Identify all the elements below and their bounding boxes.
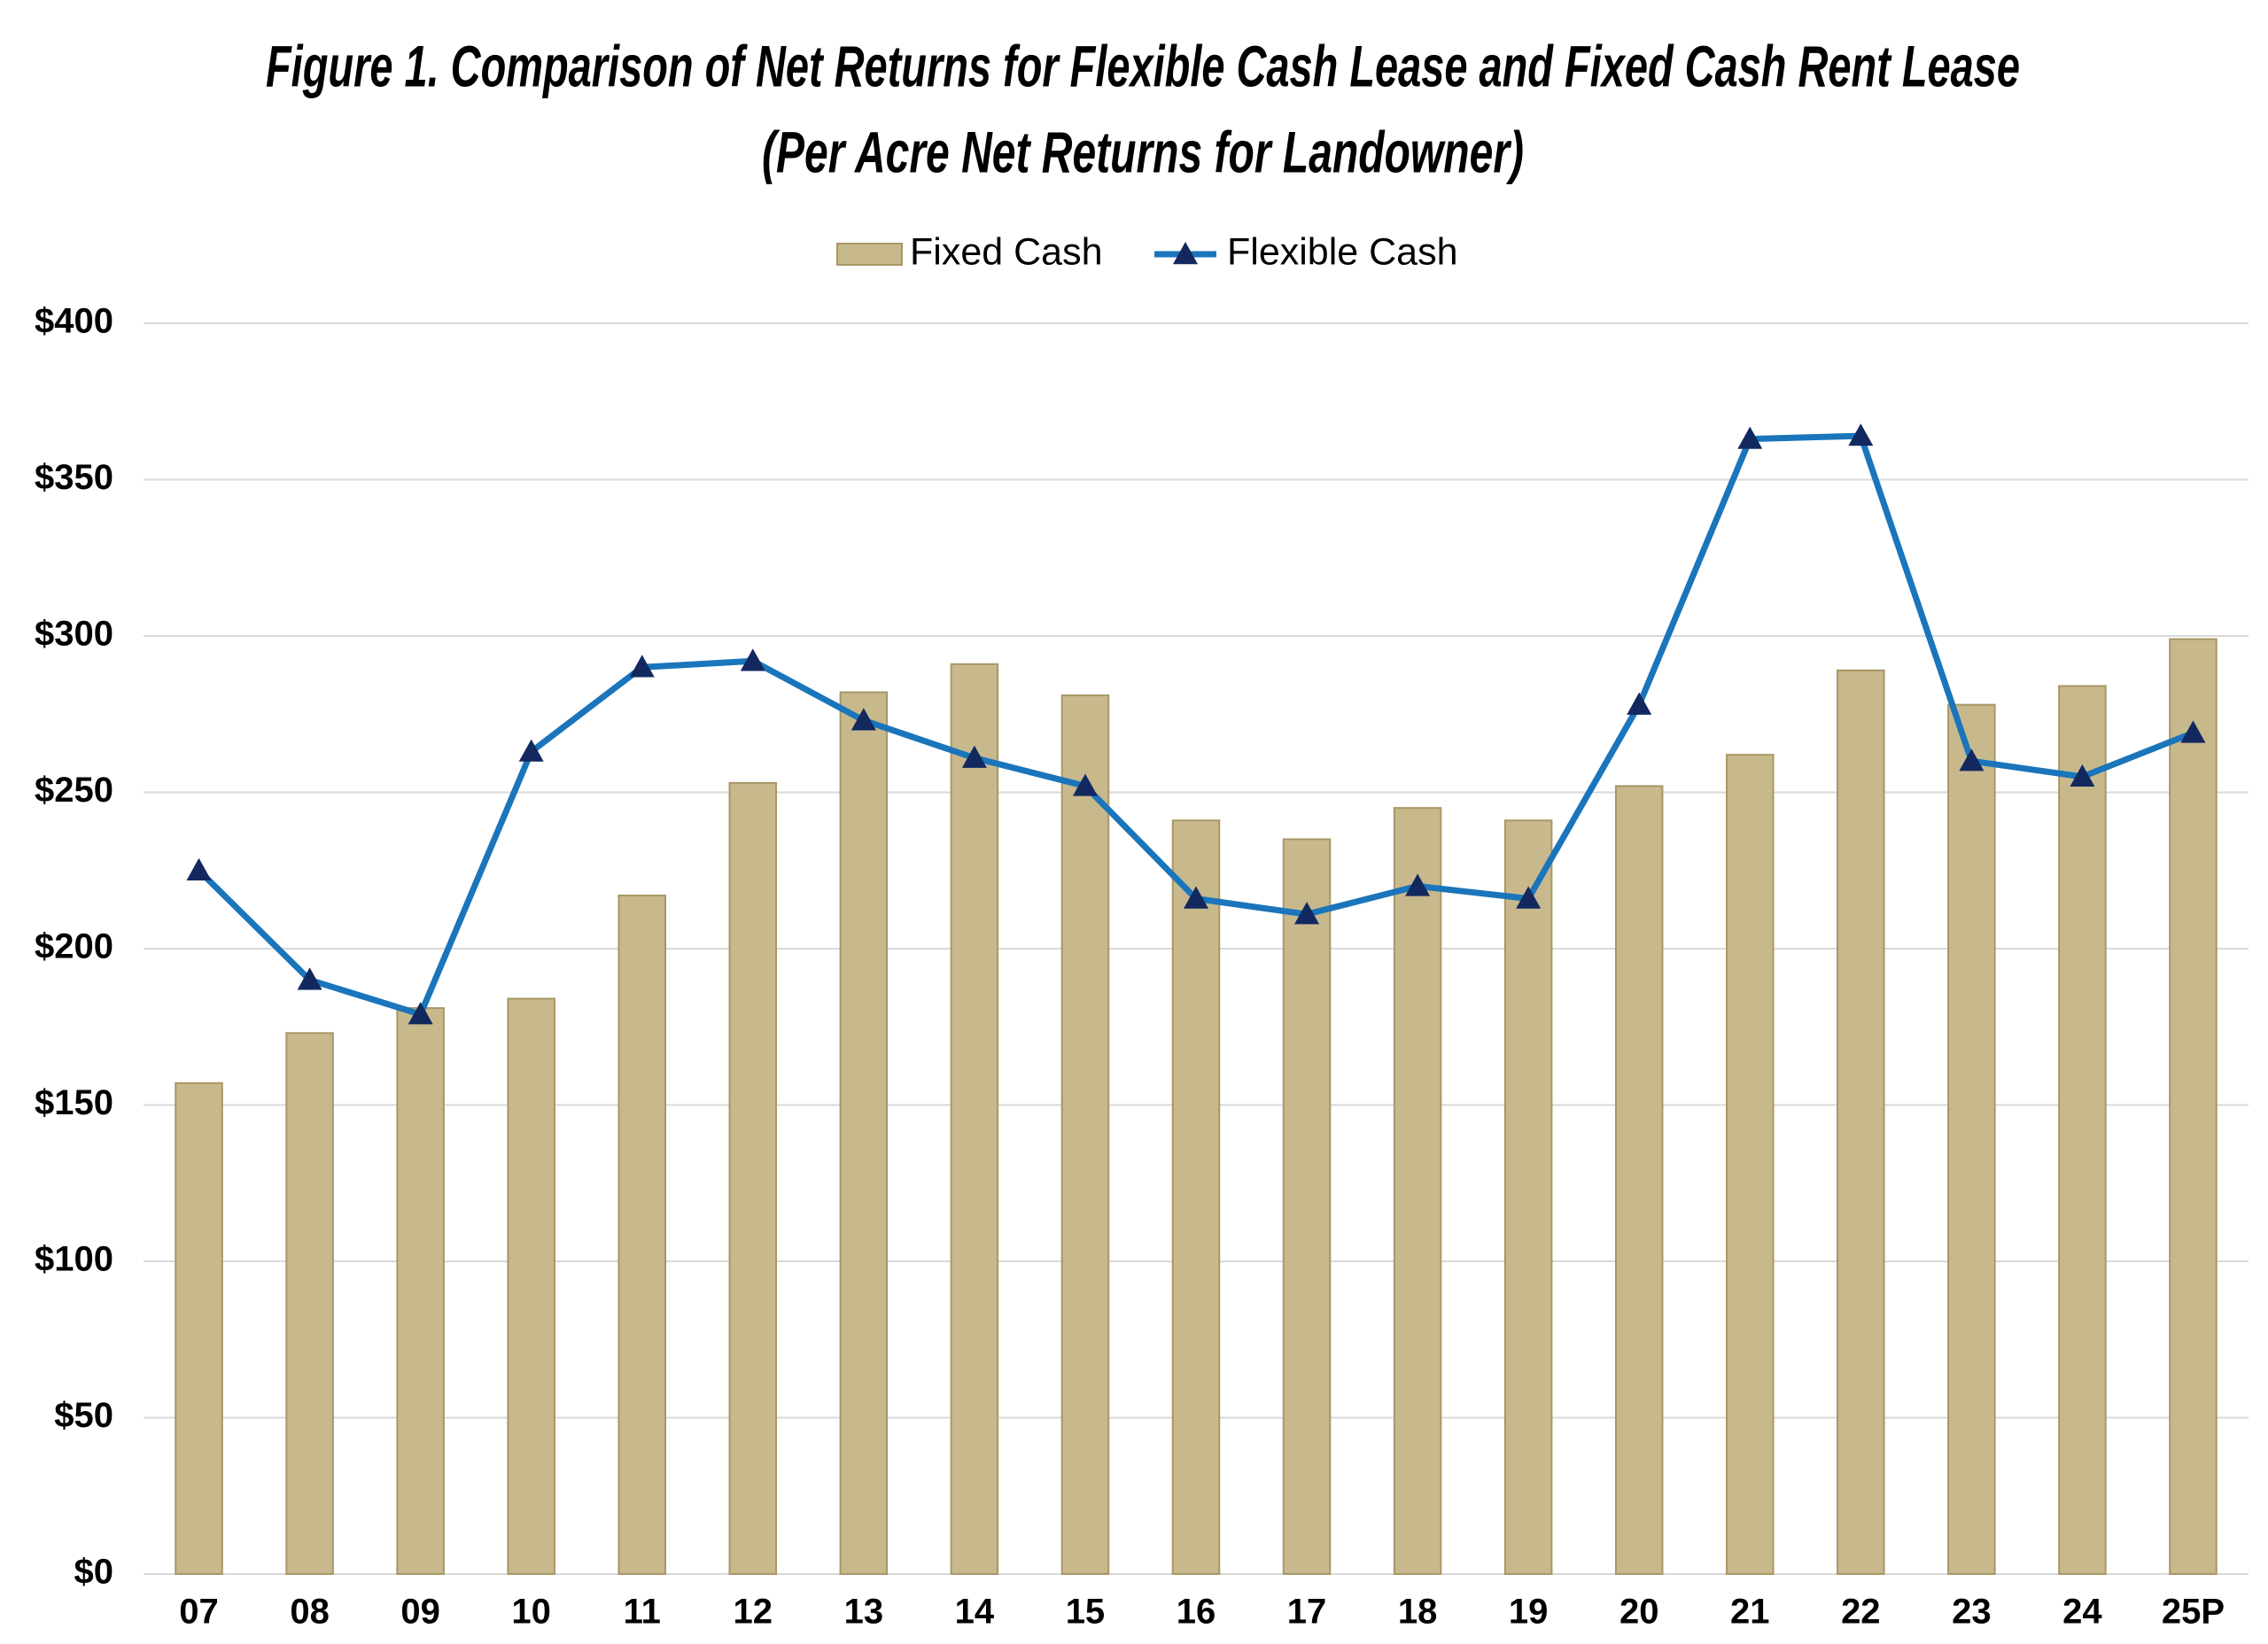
x-tick-label: 14: [955, 1593, 995, 1632]
x-tick-label: 17: [1287, 1593, 1327, 1632]
bar: [1393, 807, 1442, 1575]
marker: [740, 648, 765, 671]
y-tick-label: $250: [35, 771, 113, 810]
marker: [408, 1002, 433, 1025]
marker: [961, 745, 987, 768]
marker: [629, 655, 655, 678]
y-tick-label: $0: [74, 1553, 114, 1592]
marker: [2180, 720, 2206, 743]
bar: [839, 691, 889, 1575]
bar: [1726, 754, 1775, 1575]
marker: [1627, 692, 1652, 715]
y-tick-label: $100: [35, 1240, 113, 1279]
x-tick-label: 09: [400, 1593, 440, 1632]
bar: [1837, 669, 1885, 1575]
marker: [1516, 886, 1542, 909]
bar: [2058, 685, 2107, 1575]
x-tick-label: 16: [1177, 1593, 1216, 1632]
y-tick-label: $300: [35, 615, 113, 654]
x-tick-label: 10: [511, 1593, 551, 1632]
y-tick-label: $150: [35, 1083, 113, 1122]
marker: [518, 739, 544, 762]
x-tick-label: 24: [2062, 1593, 2102, 1632]
bar: [1060, 694, 1110, 1575]
x-tick-label: 22: [1841, 1593, 1881, 1632]
x-tick-label: 11: [624, 1593, 661, 1632]
marker: [1848, 423, 1874, 446]
x-tick-label: 07: [179, 1593, 219, 1632]
legend-marker: [1173, 242, 1198, 265]
bar: [396, 1007, 445, 1575]
y-tick-label: $200: [35, 927, 113, 966]
x-tick-label: 18: [1398, 1593, 1438, 1632]
bar: [728, 781, 778, 1575]
marker: [850, 708, 876, 731]
x-tick-label: 21: [1730, 1593, 1770, 1632]
x-tick-label: 12: [734, 1593, 773, 1632]
bar: [507, 997, 555, 1575]
marker: [1737, 426, 1763, 449]
bar: [950, 663, 999, 1575]
x-tick-label: 20: [1619, 1593, 1659, 1632]
y-tick-label: $50: [54, 1396, 113, 1435]
legend-label: Flexible Cash: [1227, 230, 1458, 273]
bar: [1171, 819, 1221, 1575]
x-tick-label: 23: [1952, 1593, 1992, 1632]
bar: [1503, 819, 1553, 1575]
marker: [1072, 773, 1098, 796]
x-tick-label: 25P: [2162, 1593, 2225, 1632]
chart-title: Figure 1. Comparison of Net Returns for …: [266, 33, 2020, 98]
x-tick-label: 19: [1509, 1593, 1549, 1632]
marker: [186, 857, 212, 880]
y-tick-label: $350: [35, 458, 113, 497]
bar: [1282, 838, 1332, 1575]
bar: [1947, 703, 1996, 1575]
marker: [2070, 764, 2095, 787]
bar: [1614, 785, 1664, 1575]
marker: [297, 967, 322, 990]
marker: [1959, 748, 1984, 772]
x-tick-label: 13: [844, 1593, 884, 1632]
x-tick-label: 15: [1066, 1593, 1106, 1632]
bar: [285, 1032, 334, 1576]
x-tick-label: 08: [290, 1593, 330, 1632]
chart-subtitle: (Per Acre Net Returns for Landowner): [762, 119, 1524, 184]
bar: [2169, 638, 2218, 1575]
bar: [617, 894, 666, 1575]
marker: [1405, 873, 1431, 896]
bar: [175, 1082, 223, 1576]
legend-swatch: [836, 243, 903, 266]
y-tick-label: $400: [35, 302, 113, 341]
marker: [1294, 902, 1320, 925]
marker: [1184, 886, 1208, 909]
legend-label: Fixed Cash: [910, 230, 1102, 273]
